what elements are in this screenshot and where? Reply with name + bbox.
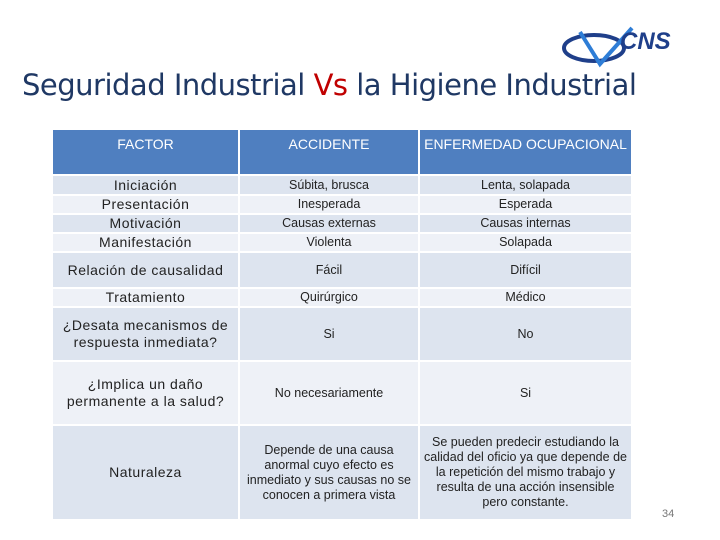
page-number: 34 (662, 508, 675, 520)
table-cell: Relación de causalidad (53, 253, 240, 289)
table-cell: Súbita, brusca (240, 176, 420, 196)
table-cell: Causas externas (240, 215, 420, 234)
table-cell: Presentación (53, 196, 240, 215)
table-cell: Tratamiento (53, 289, 240, 308)
table-cell: Difícil (420, 253, 633, 289)
table-cell: Médico (420, 289, 633, 308)
title-highlight: Vs (313, 68, 348, 102)
table-cell: Si (240, 308, 420, 362)
table-cell: Quirúrgico (240, 289, 420, 308)
table-cell: Naturaleza (53, 426, 240, 521)
table-cell: Iniciación (53, 176, 240, 196)
table-cell: Causas internas (420, 215, 633, 234)
table-cell: Manifestación (53, 234, 240, 253)
table-cell: Se pueden predecir estudiando la calidad… (420, 426, 633, 521)
header-cell: ENFERMEDAD OCUPACIONAL (420, 130, 633, 176)
header-cell: ACCIDENTE (240, 130, 420, 176)
header-cell: FACTOR (53, 130, 240, 176)
title-part: la Higiene Industrial (347, 68, 637, 102)
table-cell: Si (420, 362, 633, 426)
table-cell: Solapada (420, 234, 633, 253)
table-cell: No (420, 308, 633, 362)
table-cell: ¿Desata mecanismos de respuesta inmediat… (53, 308, 240, 362)
slide-title: Seguridad Industrial Vs la Higiene Indus… (22, 68, 637, 102)
logo-mark (562, 26, 634, 68)
table-cell: No necesariamente (240, 362, 420, 426)
logo-text: CNS (620, 28, 671, 55)
title-part: Seguridad Industrial (22, 68, 314, 102)
table-cell: ¿Implica un daño permanente a la salud? (53, 362, 240, 426)
table-cell: Fácil (240, 253, 420, 289)
table-cell: Motivación (53, 215, 240, 234)
table-cell: Violenta (240, 234, 420, 253)
table-cell: Esperada (420, 196, 633, 215)
table-cell: Lenta, solapada (420, 176, 633, 196)
table-cell: Depende de una causa anormal cuyo efecto… (240, 426, 420, 521)
table-cell: Inesperada (240, 196, 420, 215)
